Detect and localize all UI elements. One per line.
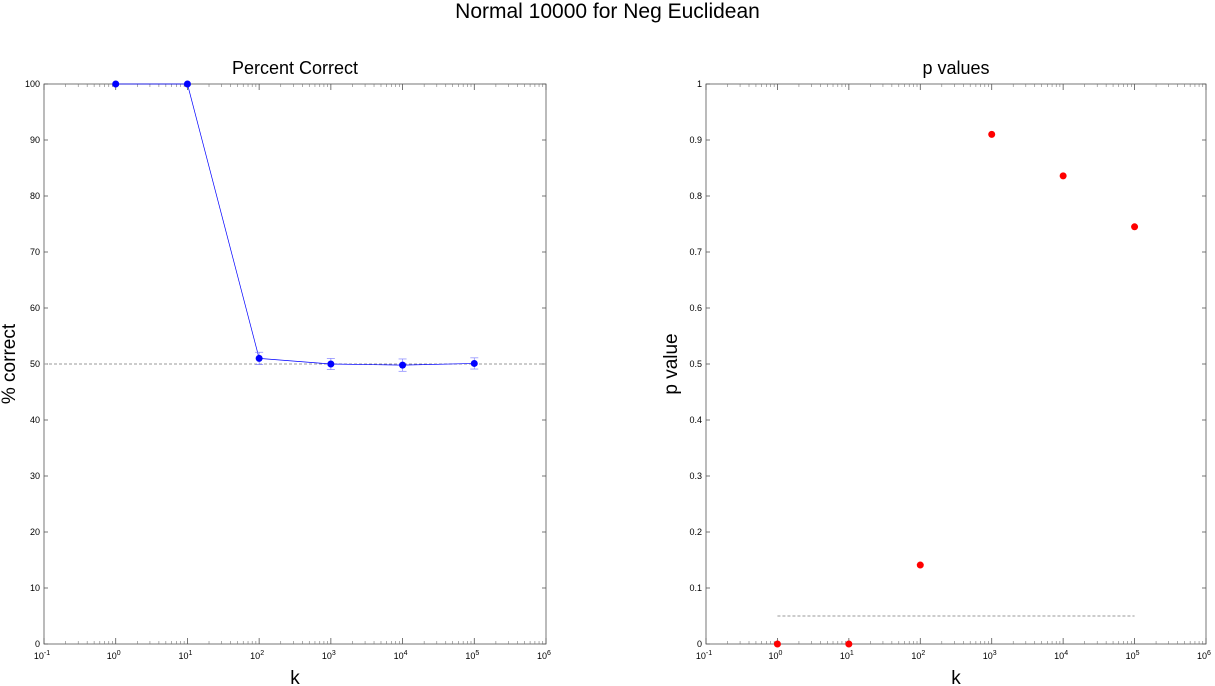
y-tick-label: 0.7 [689,247,702,257]
x-tick-label: 103 [322,650,336,661]
y-tick-label: 0.5 [689,359,702,369]
y-tick-label: 70 [30,247,40,257]
data-point [773,640,781,648]
x-tick-label: 102 [911,650,925,661]
x-tick-label: 10-1 [696,650,712,661]
x-axis-label: k [290,668,300,686]
data-point [1059,172,1067,180]
data-marks [44,80,546,372]
y-tick-label: 40 [30,415,40,425]
p-values-chart: p values k p value 0 0.1 0.2 0.3 0.4 0.5 0.6 0.… [661,58,1211,686]
data-point [470,359,478,367]
y-tick-label: 0.9 [689,135,702,145]
x-tick-label: 100 [768,650,782,661]
y-tick-label: 90 [30,135,40,145]
y-tick-label: 0 [35,639,40,649]
x-tick-label: 104 [1054,650,1068,661]
y-tick-label: 0.4 [689,415,702,425]
data-point [255,354,263,362]
data-point [988,130,996,138]
y-tick-label: 0.8 [689,191,702,201]
y-tick-label: 0.1 [689,583,702,593]
x-tick-label: 101 [840,650,854,661]
y-tick-label: 50 [30,359,40,369]
data-point [327,360,335,368]
x-tick-label: 101 [178,650,192,661]
data-marks [773,130,1139,648]
y-tick-label: 0.3 [689,471,702,481]
x-tick-label: 106 [1197,650,1211,661]
x-tick-label: 103 [983,650,997,661]
y-tick-label: 60 [30,303,40,313]
x-tick-label: 10-1 [34,650,50,661]
data-point [183,80,191,88]
x-tick-label: 105 [465,650,479,661]
axis-ticks: 0 10 20 30 40 50 60 70 80 90 100 10-1 100 101 102 103 10… [25,79,551,661]
x-tick-label: 105 [1126,650,1140,661]
data-point [1131,223,1139,231]
data-point [112,80,120,88]
y-tick-label: 10 [30,583,40,593]
x-tick-label: 106 [537,650,551,661]
chart-title: p values [922,58,989,78]
data-point [845,640,853,648]
plot-area-frame [705,83,1207,645]
y-tick-label: 0.6 [689,303,702,313]
chart-title: Percent Correct [232,58,358,78]
x-tick-label: 104 [394,650,408,661]
axis-ticks: 0 0.1 0.2 0.3 0.4 0.5 0.6 0.7 0.8 0.9 1 10-1 100 101 1… [689,79,1211,661]
x-tick-label: 100 [107,650,121,661]
y-tick-label: 30 [30,471,40,481]
y-tick-label: 80 [30,191,40,201]
y-tick-label: 0 [697,639,702,649]
data-point [916,561,924,569]
series-line [115,83,475,366]
data-point [399,361,407,369]
y-tick-label: 1 [697,79,702,89]
x-axis-label: k [951,668,961,686]
y-tick-label: 100 [25,79,40,89]
y-axis-label: % correct [0,323,20,404]
figure-title: Normal 10000 for Neg Euclidean [455,0,760,23]
y-tick-label: 0.2 [689,527,702,537]
y-tick-label: 20 [30,527,40,537]
percent-correct-chart: Percent Correct k % correct 0 10 20 30 40 50 6… [0,58,551,686]
y-axis-label: p value [661,333,682,394]
x-tick-label: 102 [250,650,264,661]
